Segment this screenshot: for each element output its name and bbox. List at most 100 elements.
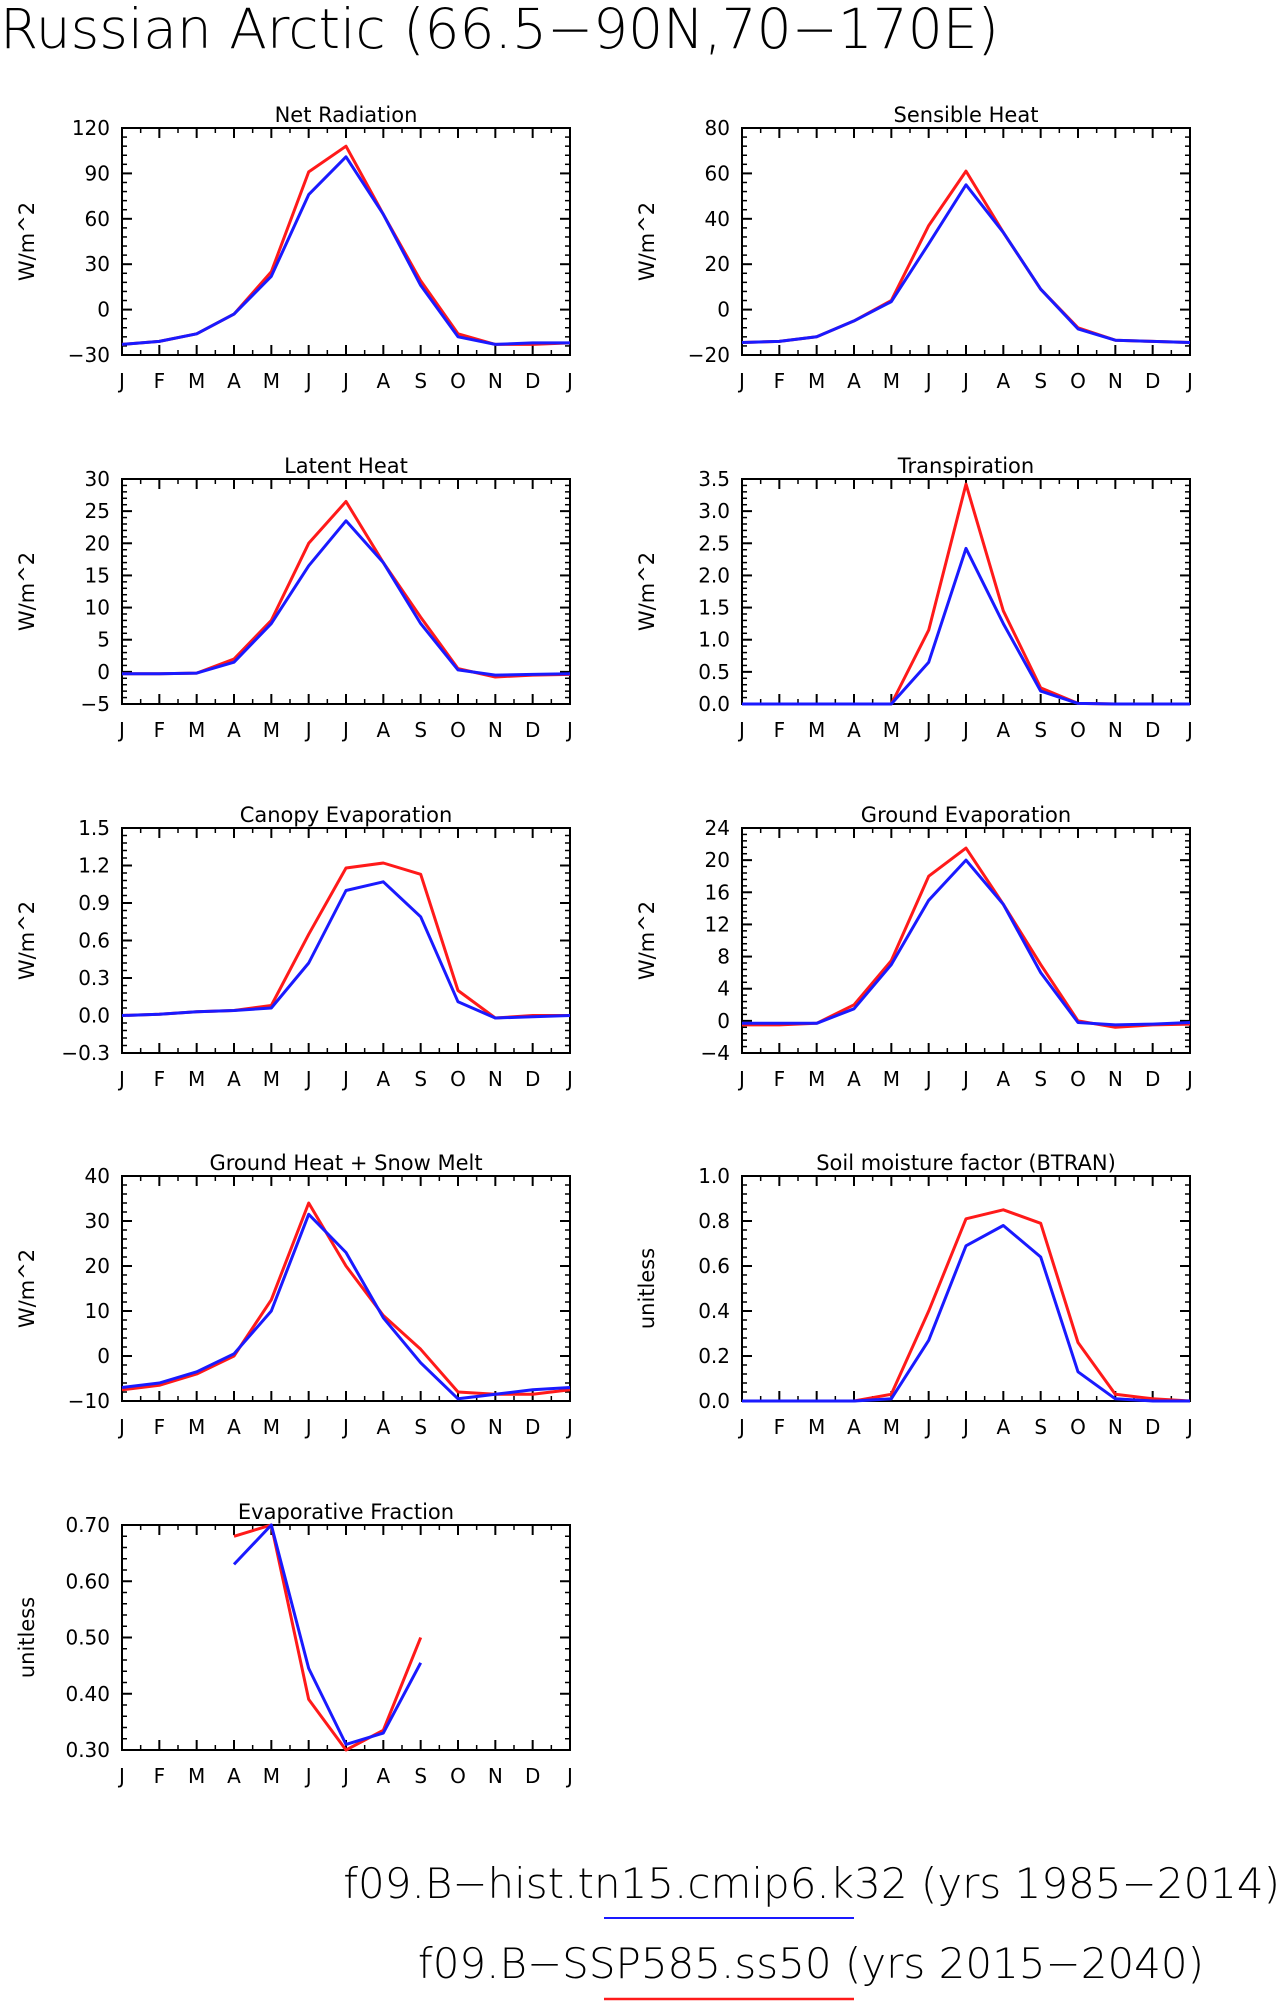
panel-4: J F M A M J J A S O N D J0.00.51.01.52.02.53.03.5Tra…	[635, 454, 1193, 742]
x-tick-label: O	[450, 369, 466, 393]
x-tick-label: M	[263, 718, 280, 742]
series-line-ssp585	[742, 482, 1190, 706]
x-tick-label: S	[1034, 1415, 1047, 1439]
x-tick-label: J	[117, 1415, 125, 1439]
series-line-ssp585	[121, 144, 571, 346]
y-tick-label: 0.0	[698, 692, 730, 716]
x-tick-label: N	[1108, 718, 1123, 742]
y-tick-label: 25	[85, 499, 110, 523]
y-tick-label: 0	[97, 1344, 110, 1368]
x-tick-label: A	[847, 1067, 861, 1091]
series-line-hist	[122, 519, 571, 677]
y-axis-label: unitless	[15, 1597, 39, 1678]
y-tick-label: 2.5	[698, 531, 730, 555]
x-tick-label: J	[304, 1764, 312, 1788]
x-tick-label: D	[525, 1415, 540, 1439]
x-tick-label: S	[414, 369, 427, 393]
y-axis-label: W/m^2	[635, 202, 659, 281]
series-line-ssp585	[122, 500, 571, 679]
series-line-ssp585	[742, 1208, 1191, 1403]
x-tick-label: F	[774, 1415, 786, 1439]
legend: f09.B−hist.tn15.cmip6.k32 (yrs 1985−2014…	[343, 1859, 1280, 2001]
series-line-hist	[741, 183, 1191, 344]
x-tick-label: N	[488, 369, 503, 393]
y-tick-label: 30	[85, 252, 110, 276]
x-tick-label: F	[154, 369, 166, 393]
x-tick-label: J	[961, 1415, 969, 1439]
x-tick-label: M	[188, 718, 205, 742]
x-tick-label: O	[1070, 369, 1086, 393]
x-tick-label: J	[304, 1067, 312, 1091]
y-tick-label: 1.5	[698, 596, 730, 620]
x-tick-label: J	[304, 369, 312, 393]
panel-title: Soil moisture factor (BTRAN)	[816, 1151, 1116, 1175]
x-tick-label: A	[227, 718, 241, 742]
x-tick-label: A	[996, 1067, 1010, 1091]
x-tick-label: M	[263, 369, 280, 393]
x-tick-label: F	[774, 1067, 786, 1091]
x-tick-label: M	[808, 1415, 825, 1439]
y-tick-label: 0.3	[78, 966, 110, 990]
y-tick-label: 0.50	[65, 1626, 110, 1650]
x-tick-label: J	[924, 369, 932, 393]
x-tick-label: O	[450, 1067, 466, 1091]
y-tick-label: 24	[705, 816, 730, 840]
y-tick-label: 0.60	[65, 1569, 110, 1593]
x-tick-label: A	[847, 718, 861, 742]
x-tick-label: J	[1185, 1415, 1193, 1439]
x-tick-label: D	[525, 369, 540, 393]
x-tick-label: J	[961, 369, 969, 393]
panel-title: Sensible Heat	[894, 103, 1039, 127]
x-tick-label: A	[227, 1415, 241, 1439]
x-tick-label: J	[565, 1764, 573, 1788]
x-tick-label: M	[808, 369, 825, 393]
x-tick-label: S	[1034, 718, 1047, 742]
x-tick-label: J	[737, 1067, 745, 1091]
figure-title: Russian Arctic (66.5−90N,70−170E)	[0, 0, 999, 61]
y-tick-label: 16	[705, 880, 730, 904]
series-line-hist	[121, 155, 570, 346]
panel-title: Evaporative Fraction	[238, 1500, 454, 1524]
x-tick-label: M	[883, 1067, 900, 1091]
y-tick-label: 20	[705, 252, 730, 276]
x-tick-label: J	[341, 369, 349, 393]
y-tick-label: 40	[705, 207, 730, 231]
y-tick-label: 0.70	[65, 1513, 110, 1537]
x-tick-label: A	[376, 718, 390, 742]
y-tick-label: −20	[688, 343, 730, 367]
x-tick-label: F	[154, 1415, 166, 1439]
series-line-ssp585	[233, 1523, 423, 1752]
panel-title: Latent Heat	[284, 454, 408, 478]
series-line-ssp585	[121, 1201, 571, 1396]
x-tick-label: N	[488, 1764, 503, 1788]
y-tick-label: −4	[701, 1041, 730, 1065]
panel-title: Transpiration	[897, 454, 1034, 478]
y-tick-label: −10	[68, 1389, 110, 1413]
series-line-hist	[742, 858, 1191, 1027]
y-tick-label: 5	[97, 628, 110, 652]
series-line-hist	[742, 1224, 1190, 1403]
x-tick-label: A	[376, 1067, 390, 1091]
y-tick-label: −30	[68, 343, 110, 367]
x-tick-label: J	[117, 1067, 125, 1091]
x-tick-label: N	[1108, 1415, 1123, 1439]
x-tick-label: S	[1034, 1067, 1047, 1091]
y-tick-label: 10	[85, 1299, 110, 1323]
x-tick-label: D	[525, 1764, 540, 1788]
y-tick-label: 0	[717, 1009, 730, 1033]
x-tick-label: A	[996, 1415, 1010, 1439]
series-line-hist	[232, 1523, 423, 1746]
x-tick-label: A	[996, 718, 1010, 742]
y-tick-label: −5	[81, 692, 110, 716]
x-tick-label: A	[376, 1764, 390, 1788]
y-tick-label: 20	[85, 531, 110, 555]
y-tick-label: 20	[85, 1254, 110, 1278]
y-tick-label: 0.40	[65, 1682, 110, 1706]
x-tick-label: O	[1070, 1415, 1086, 1439]
series-line-hist	[742, 546, 1190, 706]
y-tick-label: 0.6	[698, 1254, 730, 1278]
series-line-hist	[121, 1212, 571, 1401]
